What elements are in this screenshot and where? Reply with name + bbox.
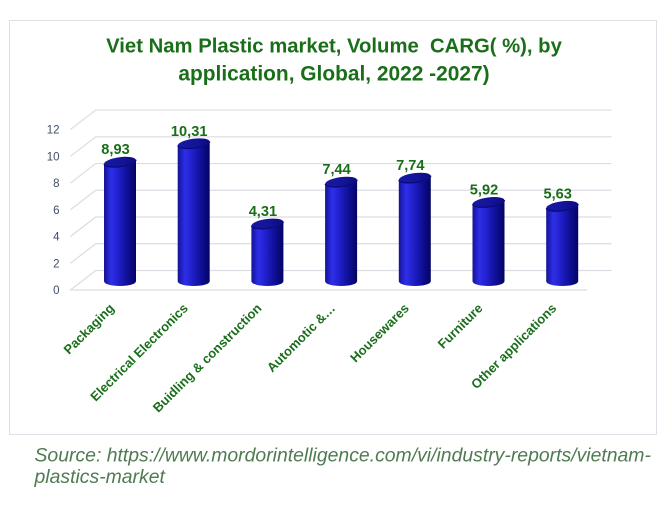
svg-text:0: 0 bbox=[53, 285, 59, 297]
svg-text:7,44: 7,44 bbox=[322, 162, 351, 178]
svg-text:6: 6 bbox=[53, 205, 59, 217]
svg-text:8: 8 bbox=[53, 178, 59, 190]
svg-text:10: 10 bbox=[47, 151, 60, 163]
svg-text:4,31: 4,31 bbox=[249, 204, 277, 220]
svg-text:Source: https://www.mordorinte: Source: https://www.mordorintelligence.c… bbox=[35, 445, 652, 467]
svg-text:5,63: 5,63 bbox=[543, 186, 571, 202]
svg-text:Viet Nam Plastic market, Volum: Viet Nam Plastic market, Volume CARG( %)… bbox=[106, 36, 562, 58]
svg-text:12: 12 bbox=[47, 125, 60, 137]
svg-text:5,92: 5,92 bbox=[470, 182, 498, 198]
svg-text:application, Global, 2022 -202: application, Global, 2022 -2027) bbox=[178, 63, 489, 86]
svg-text:10,31: 10,31 bbox=[171, 124, 208, 140]
svg-text:8,93: 8,93 bbox=[101, 142, 129, 158]
svg-text:7,74: 7,74 bbox=[396, 158, 425, 174]
svg-text:plastics-market: plastics-market bbox=[34, 466, 167, 488]
svg-text:2: 2 bbox=[53, 258, 59, 270]
svg-text:4: 4 bbox=[53, 232, 60, 244]
